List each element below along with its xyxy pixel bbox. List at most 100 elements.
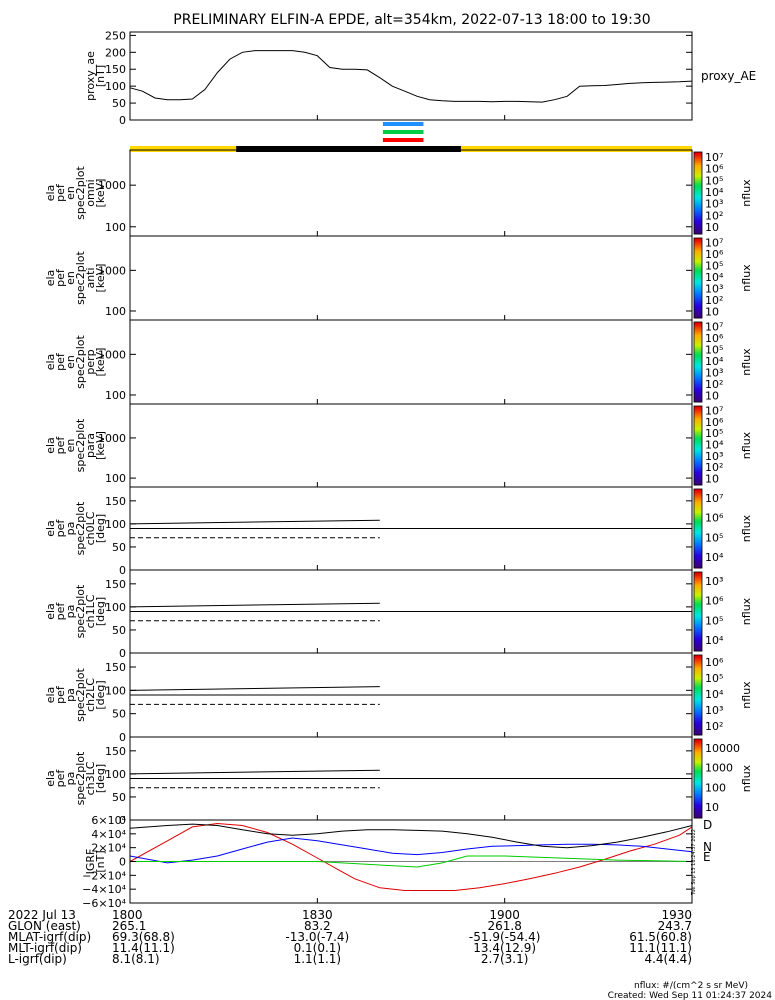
ephemeris-value: -51.9(-54.4) [469, 930, 540, 944]
colorbar-cell [694, 629, 702, 632]
y-axis-label: spec2plot [74, 751, 87, 805]
panel-frame [129, 235, 693, 321]
colorbar-cell [694, 587, 702, 591]
colorbar-cell [694, 583, 702, 587]
colorbar-cell [694, 635, 702, 638]
colorbar-cell [694, 649, 702, 652]
colorbar-cell [694, 258, 702, 261]
colorbar-cell [694, 713, 702, 716]
y-axis-label: anti [84, 267, 97, 288]
y-tick-label: 1000 [98, 179, 126, 192]
colorbar-cell [694, 340, 702, 343]
series-legend: proxy_AE [701, 69, 756, 83]
y-tick-label: 50 [112, 97, 126, 110]
colorbar-tick-label: 10⁵ [705, 260, 723, 273]
colorbar-tick-label: 10³ [705, 366, 723, 379]
colorbar-cell [694, 284, 702, 287]
colorbar-cell [694, 625, 702, 628]
igrf-series-line [129, 822, 693, 891]
colorbar-cell [694, 816, 702, 819]
colorbar-cell [694, 697, 702, 700]
colorbar-cell [694, 524, 702, 528]
y-tick-label: 0 [119, 814, 126, 827]
y-axis-label: pef [54, 685, 67, 704]
ephemeris-row-label: MLT-igrf(dip) [8, 941, 82, 955]
colorbar-cell [694, 772, 702, 776]
colorbar-cell [694, 282, 702, 285]
ephemeris-value: 243.7 [658, 919, 692, 933]
colorbar-cell [694, 190, 702, 194]
y-axis-label: spec2plot [74, 335, 87, 389]
colorbar-cell [694, 550, 702, 553]
colorbar-cell [694, 411, 702, 415]
colorbar-cell [694, 742, 702, 746]
y-axis-label: ela [44, 520, 57, 537]
colorbar-tick-label: 10² [705, 294, 723, 307]
colorbar-cell [694, 246, 702, 249]
colorbar-cell [694, 219, 702, 223]
units-note: nflux: #/(cm^2 s sr MeV) [634, 981, 748, 991]
science-zone-bar-green [382, 130, 424, 134]
colorbar-cell [694, 221, 702, 225]
colorbar-frame [693, 654, 703, 736]
y-tick-label: −4×10⁴ [82, 883, 126, 896]
colorbar-cell [694, 158, 702, 161]
y-axis-label: [keV] [94, 179, 107, 208]
colorbar-cell [694, 223, 702, 227]
colorbar-cell [694, 687, 702, 690]
colorbar-cell [694, 398, 702, 401]
colorbar-cell [694, 756, 702, 760]
colorbar-cell [694, 603, 702, 607]
colorbar-cell [694, 304, 702, 307]
y-tick-label: 6×10⁴ [91, 814, 126, 827]
colorbar-cell [694, 207, 702, 210]
colorbar-tick-label: 10⁴ [705, 688, 724, 701]
colorbar-cell [694, 174, 702, 178]
ephemeris-value: 2.7(3.1) [481, 952, 529, 966]
colorbar-tick-label: 10⁴ [705, 634, 724, 647]
colorbar-cell [694, 270, 702, 273]
colorbar-cell [694, 473, 702, 476]
y-tick-label: 100 [105, 472, 126, 485]
y-axis-label: pa [64, 688, 77, 702]
colorbar-cell [694, 298, 702, 301]
colorbar-cell [694, 776, 702, 779]
colorbar-cell [694, 449, 702, 452]
colorbar-cell [694, 425, 702, 429]
colorbar-cell [694, 354, 702, 357]
colorbar-cell [694, 316, 702, 319]
colorbar-cell [694, 461, 702, 464]
colorbar-cell [694, 794, 702, 797]
colorbar-cell [694, 705, 702, 708]
colorbar-tick-label: 10 [705, 801, 719, 814]
y-axis-label: ch1LC [84, 594, 97, 628]
colorbar-cell [694, 790, 702, 793]
colorbar-cell [694, 758, 702, 762]
colorbar-cell [694, 276, 702, 279]
colorbar-cell [694, 489, 702, 492]
colorbar-cell [694, 577, 702, 581]
ephemeris-value: -13.0(-7.4) [285, 930, 349, 944]
colorbar-cell [694, 380, 702, 383]
y-axis-label: spec2plot [74, 251, 87, 305]
colorbar-cell [694, 260, 702, 263]
colorbar-cell [694, 278, 702, 281]
y-tick-label: 50 [112, 541, 126, 554]
colorbar-cell [694, 621, 702, 624]
colorbar-tick-label: 10⁷ [705, 237, 723, 250]
y-tick-label: 100 [105, 389, 126, 402]
colorbar-frame [693, 237, 703, 319]
y-tick-label: 50 [112, 624, 126, 637]
y-axis-label: pef [54, 602, 67, 621]
y-axis-label: pa [64, 772, 77, 786]
colorbar-frame [693, 321, 703, 403]
colorbar-cell [694, 188, 702, 192]
colorbar-cell [694, 435, 702, 439]
colorbar-cell [694, 544, 702, 547]
colorbar-tick-label: 10⁴ [705, 355, 724, 368]
colorbar-cell [694, 322, 702, 325]
colorbar-cell [694, 784, 702, 787]
